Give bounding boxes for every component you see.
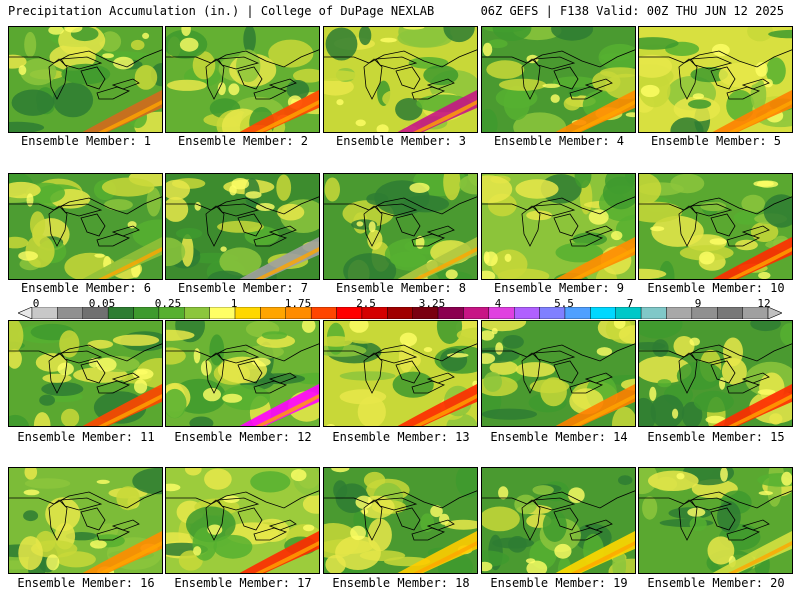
ensemble-member-label: Ensemble Member: 6 bbox=[20, 281, 152, 295]
colorbar-swatch bbox=[590, 307, 616, 319]
ensemble-member-label: Ensemble Member: 4 bbox=[493, 134, 625, 148]
header-run-info: 06Z GEFS | F138 Valid: 00Z THU JUN 12 20… bbox=[480, 4, 784, 18]
ensemble-member-label: Ensemble Member: 11 bbox=[17, 430, 155, 444]
ensemble-member-label: Ensemble Member: 13 bbox=[332, 430, 470, 444]
ensemble-member-label: Ensemble Member: 7 bbox=[177, 281, 309, 295]
ensemble-member-map bbox=[638, 320, 793, 427]
ensemble-member-label: Ensemble Member: 12 bbox=[174, 430, 312, 444]
colorbar-tick-label: 5.5 bbox=[554, 297, 574, 310]
ensemble-member-label: Ensemble Member: 14 bbox=[490, 430, 628, 444]
ensemble-member-map bbox=[165, 26, 320, 133]
colorbar-swatch bbox=[640, 307, 667, 319]
ensemble-member-label: Ensemble Member: 18 bbox=[332, 576, 470, 590]
colorbar-tick-label: 7 bbox=[626, 297, 634, 310]
ensemble-member-map bbox=[481, 320, 636, 427]
colorbar-swatch bbox=[514, 307, 540, 319]
colorbar-swatch bbox=[260, 307, 286, 319]
colorbar-tick-label: 1 bbox=[230, 297, 238, 310]
ensemble-member-map bbox=[165, 320, 320, 427]
ensemble-member-map bbox=[323, 173, 478, 280]
ensemble-member-map bbox=[638, 173, 793, 280]
ensemble-member-map bbox=[323, 467, 478, 574]
colorbar-tick-label: 3.25 bbox=[418, 297, 446, 310]
ensemble-member-label: Ensemble Member: 9 bbox=[493, 281, 625, 295]
colorbar-tick-label: 1.75 bbox=[284, 297, 312, 310]
ensemble-member-label: Ensemble Member: 16 bbox=[17, 576, 155, 590]
colorbar-tick-label: 9 bbox=[694, 297, 702, 310]
colorbar-tick-label: 0.05 bbox=[88, 297, 116, 310]
colorbar-swatch bbox=[463, 307, 490, 319]
colorbar-min-arrow bbox=[18, 307, 33, 319]
ensemble-member-label: Ensemble Member: 2 bbox=[177, 134, 309, 148]
colorbar-tick-label: 0.25 bbox=[154, 297, 182, 310]
colorbar-swatch bbox=[310, 307, 337, 319]
ensemble-member-label: Ensemble Member: 17 bbox=[174, 576, 312, 590]
ensemble-member-map bbox=[481, 467, 636, 574]
ensemble-member-label: Ensemble Member: 5 bbox=[650, 134, 782, 148]
header-title: Precipitation Accumulation (in.) | Colle… bbox=[8, 4, 435, 18]
ensemble-member-map bbox=[638, 26, 793, 133]
colorbar-tick-label: 4 bbox=[494, 297, 502, 310]
ensemble-member-map bbox=[8, 26, 163, 133]
colorbar-swatch bbox=[387, 307, 413, 319]
ensemble-member-map bbox=[323, 320, 478, 427]
colorbar-tick-label: 0 bbox=[32, 297, 40, 310]
ensemble-member-label: Ensemble Member: 10 bbox=[647, 281, 785, 295]
ensemble-member-label: Ensemble Member: 3 bbox=[335, 134, 467, 148]
ensemble-member-map bbox=[165, 173, 320, 280]
ensemble-member-label: Ensemble Member: 1 bbox=[20, 134, 152, 148]
ensemble-member-map bbox=[481, 173, 636, 280]
ensemble-member-label: Ensemble Member: 8 bbox=[335, 281, 467, 295]
ensemble-member-map bbox=[481, 26, 636, 133]
ensemble-member-map bbox=[323, 26, 478, 133]
colorbar-swatch bbox=[184, 307, 210, 319]
ensemble-member-label: Ensemble Member: 20 bbox=[647, 576, 785, 590]
ensemble-member-map bbox=[8, 320, 163, 427]
colorbar-max-arrow bbox=[767, 307, 782, 319]
colorbar-tick-label: 12 bbox=[757, 297, 771, 310]
colorbar-swatch bbox=[717, 307, 743, 319]
ensemble-member-map bbox=[165, 467, 320, 574]
ensemble-member-label: Ensemble Member: 19 bbox=[490, 576, 628, 590]
ensemble-member-map bbox=[8, 467, 163, 574]
colorbar-tick-label: 2.5 bbox=[356, 297, 376, 310]
precip-colorbar bbox=[18, 307, 782, 319]
ensemble-member-map bbox=[638, 467, 793, 574]
colorbar-swatch bbox=[234, 307, 261, 319]
ensemble-member-label: Ensemble Member: 15 bbox=[647, 430, 785, 444]
colorbar-swatch bbox=[666, 307, 693, 319]
ensemble-member-map bbox=[8, 173, 163, 280]
colorbar-swatch bbox=[57, 307, 83, 319]
